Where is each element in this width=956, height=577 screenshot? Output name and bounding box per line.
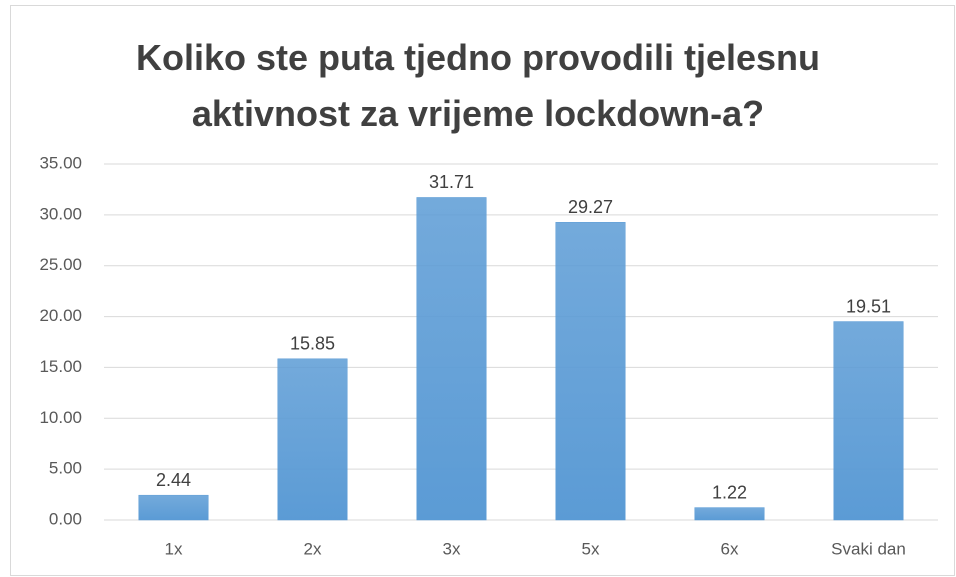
bar: [277, 358, 348, 521]
data-label: 1.22: [712, 482, 747, 502]
data-label: 19.51: [846, 296, 891, 316]
y-tick-label: 30.00: [39, 204, 82, 223]
data-label: 31.71: [429, 172, 474, 192]
x-tick-label: 5x: [582, 539, 600, 558]
x-tick-label: 1x: [165, 539, 183, 558]
bar: [138, 494, 209, 521]
y-tick-label: 0.00: [49, 509, 82, 528]
y-tick-label: 25.00: [39, 255, 82, 274]
x-tick-label: 2x: [304, 539, 322, 558]
x-tick-label: Svaki dan: [831, 539, 906, 558]
bar: [694, 507, 765, 521]
y-tick-label: 20.00: [39, 306, 82, 325]
data-label: 2.44: [156, 470, 191, 490]
chart-title: Koliko ste puta tjedno provodili tjelesn…: [135, 37, 821, 134]
bar: [833, 321, 904, 521]
y-tick-label: 5.00: [49, 459, 82, 478]
bar: [555, 222, 626, 521]
x-tick-label: 3x: [443, 539, 461, 558]
bar: [416, 197, 487, 521]
chart-border: [10, 5, 955, 576]
y-tick-label: 15.00: [39, 357, 82, 376]
x-tick-label: 6x: [721, 539, 739, 558]
data-label: 15.85: [290, 334, 335, 354]
data-label: 29.27: [568, 197, 613, 217]
y-tick-label: 35.00: [39, 153, 82, 172]
y-tick-label: 10.00: [39, 408, 82, 427]
